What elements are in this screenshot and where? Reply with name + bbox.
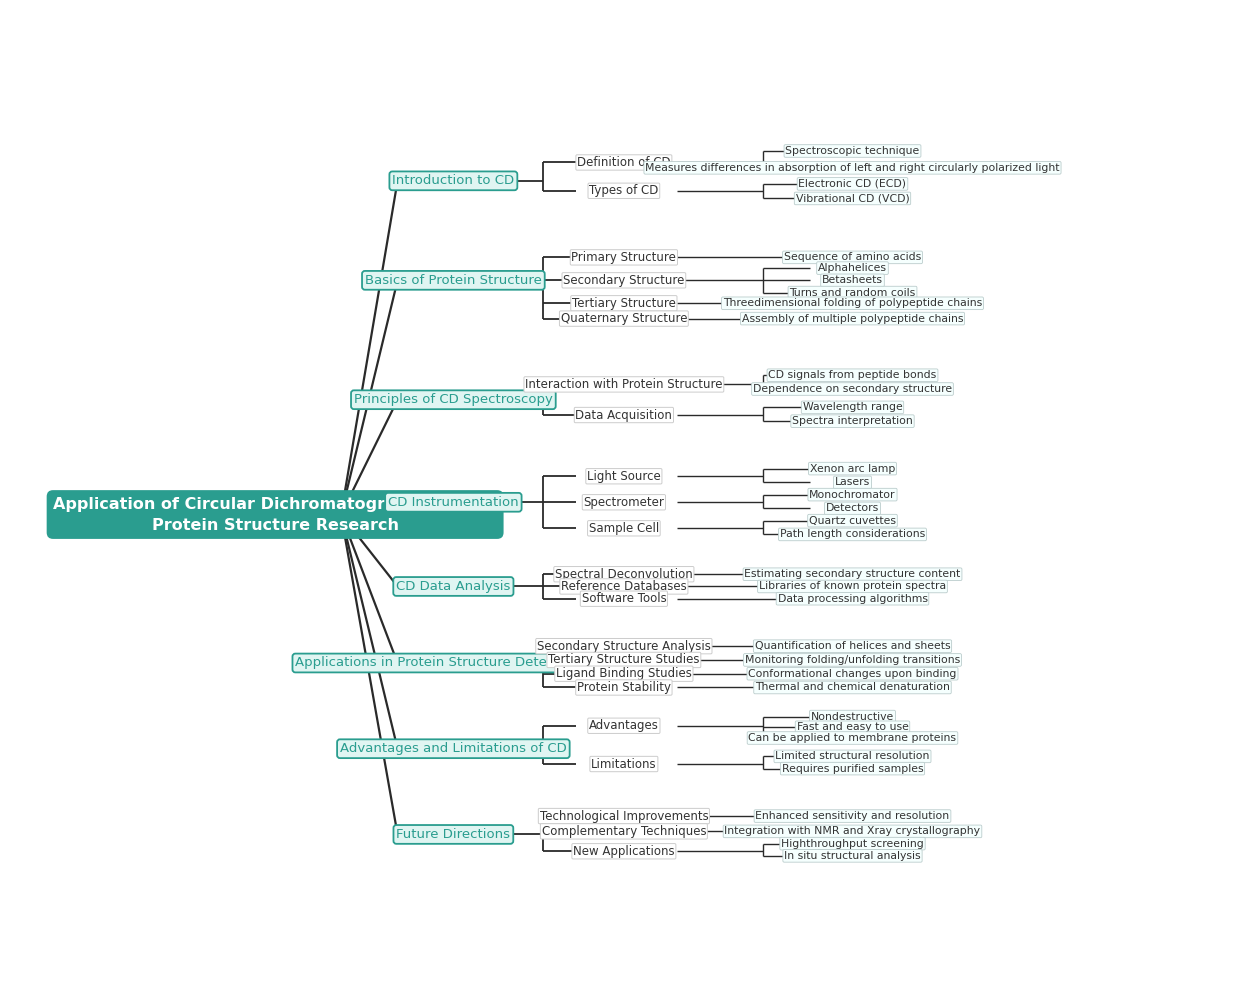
Text: Spectroscopic technique: Spectroscopic technique [785,146,920,156]
Text: Spectrometer: Spectrometer [584,496,665,509]
Text: Quaternary Structure: Quaternary Structure [560,312,687,325]
Text: Protein Stability: Protein Stability [577,681,671,694]
Text: Thermal and chemical denaturation: Thermal and chemical denaturation [755,683,950,693]
FancyArrowPatch shape [341,518,397,831]
Text: Integration with NMR and Xray crystallography: Integration with NMR and Xray crystallog… [724,827,981,836]
Text: Advantages: Advantages [589,719,658,732]
FancyArrowPatch shape [342,518,397,660]
Text: Data Acquisition: Data Acquisition [575,408,672,421]
Text: Applications in Protein Structure Determination: Applications in Protein Structure Determ… [295,656,611,669]
Text: Assembly of multiple polypeptide chains: Assembly of multiple polypeptide chains [742,314,963,324]
Text: Betasheets: Betasheets [822,276,883,285]
Text: Sample Cell: Sample Cell [589,522,658,534]
Text: CD Data Analysis: CD Data Analysis [397,580,511,593]
Text: Conformational changes upon binding: Conformational changes upon binding [748,669,957,679]
Text: Limited structural resolution: Limited structural resolution [775,752,930,762]
Text: Definition of CD: Definition of CD [577,156,671,169]
Text: Electronic CD (ECD): Electronic CD (ECD) [799,179,906,189]
Text: Tertiary Structure Studies: Tertiary Structure Studies [548,653,699,666]
Text: Software Tools: Software Tools [582,592,666,605]
Text: Future Directions: Future Directions [397,828,511,841]
Text: Technological Improvements: Technological Improvements [539,810,708,823]
Text: CD Instrumentation: CD Instrumentation [388,496,518,509]
Text: Wavelength range: Wavelength range [802,402,903,412]
Text: Can be applied to membrane proteins: Can be applied to membrane proteins [749,733,956,743]
Text: Measures differences in absorption of left and right circularly polarized light: Measures differences in absorption of le… [645,162,1060,173]
Text: Fast and easy to use: Fast and easy to use [796,722,909,732]
Text: CD signals from peptide bonds: CD signals from peptide bonds [769,370,936,380]
Text: Xenon arc lamp: Xenon arc lamp [810,463,895,473]
Text: Libraries of known protein spectra: Libraries of known protein spectra [759,582,946,591]
Text: In situ structural analysis: In situ structural analysis [784,851,921,861]
FancyArrowPatch shape [343,503,394,514]
Text: Secondary Structure Analysis: Secondary Structure Analysis [537,640,711,652]
Text: Basics of Protein Structure: Basics of Protein Structure [365,274,542,286]
Text: Highthroughput screening: Highthroughput screening [781,838,924,848]
Text: Introduction to CD: Introduction to CD [392,174,515,187]
Text: Path length considerations: Path length considerations [780,529,925,539]
Text: Light Source: Light Source [587,469,661,483]
Text: Quartz cuvettes: Quartz cuvettes [808,516,897,525]
Text: Spectra interpretation: Spectra interpretation [792,416,913,426]
Text: Requires purified samples: Requires purified samples [781,764,924,773]
Text: Sequence of amino acids: Sequence of amino acids [784,252,921,263]
Text: Tertiary Structure: Tertiary Structure [572,297,676,310]
FancyArrowPatch shape [342,518,397,746]
Text: Secondary Structure: Secondary Structure [563,274,684,286]
Text: Data processing algorithms: Data processing algorithms [777,593,928,604]
Text: Ligand Binding Studies: Ligand Binding Studies [556,667,692,680]
FancyArrowPatch shape [342,517,396,584]
Text: Threedimensional folding of polypeptide chains: Threedimensional folding of polypeptide … [723,298,982,308]
Text: Estimating secondary structure content: Estimating secondary structure content [744,569,961,580]
Text: Alphahelices: Alphahelices [818,263,887,274]
FancyArrowPatch shape [341,184,397,512]
Text: Monochromator: Monochromator [810,490,895,500]
Text: Types of CD: Types of CD [589,184,658,197]
Text: Advantages and Limitations of CD: Advantages and Limitations of CD [340,742,567,755]
Text: Nondestructive: Nondestructive [811,711,894,721]
Text: Interaction with Protein Structure: Interaction with Protein Structure [525,378,723,391]
Text: Primary Structure: Primary Structure [572,251,676,264]
Text: Lasers: Lasers [835,477,870,487]
Text: Vibrational CD (VCD): Vibrational CD (VCD) [796,194,909,204]
Text: Turns and random coils: Turns and random coils [790,287,915,297]
Text: Monitoring folding/unfolding transitions: Monitoring folding/unfolding transitions [745,655,960,665]
Text: Quantification of helices and sheets: Quantification of helices and sheets [755,642,950,651]
FancyArrowPatch shape [342,283,397,512]
Text: Dependence on secondary structure: Dependence on secondary structure [753,384,952,394]
Text: Detectors: Detectors [826,504,879,514]
Text: Complementary Techniques: Complementary Techniques [542,825,707,837]
Text: Reference Databases: Reference Databases [560,580,687,593]
Text: Enhanced sensitivity and resolution: Enhanced sensitivity and resolution [755,811,950,821]
Text: Limitations: Limitations [591,758,657,770]
Text: New Applications: New Applications [573,845,675,858]
Text: Application of Circular Dichromatography (CD) in
Protein Structure Research: Application of Circular Dichromatography… [53,497,497,532]
FancyArrowPatch shape [342,402,397,512]
Text: Principles of CD Spectroscopy: Principles of CD Spectroscopy [353,394,553,406]
Text: Spectral Deconvolution: Spectral Deconvolution [556,568,693,581]
